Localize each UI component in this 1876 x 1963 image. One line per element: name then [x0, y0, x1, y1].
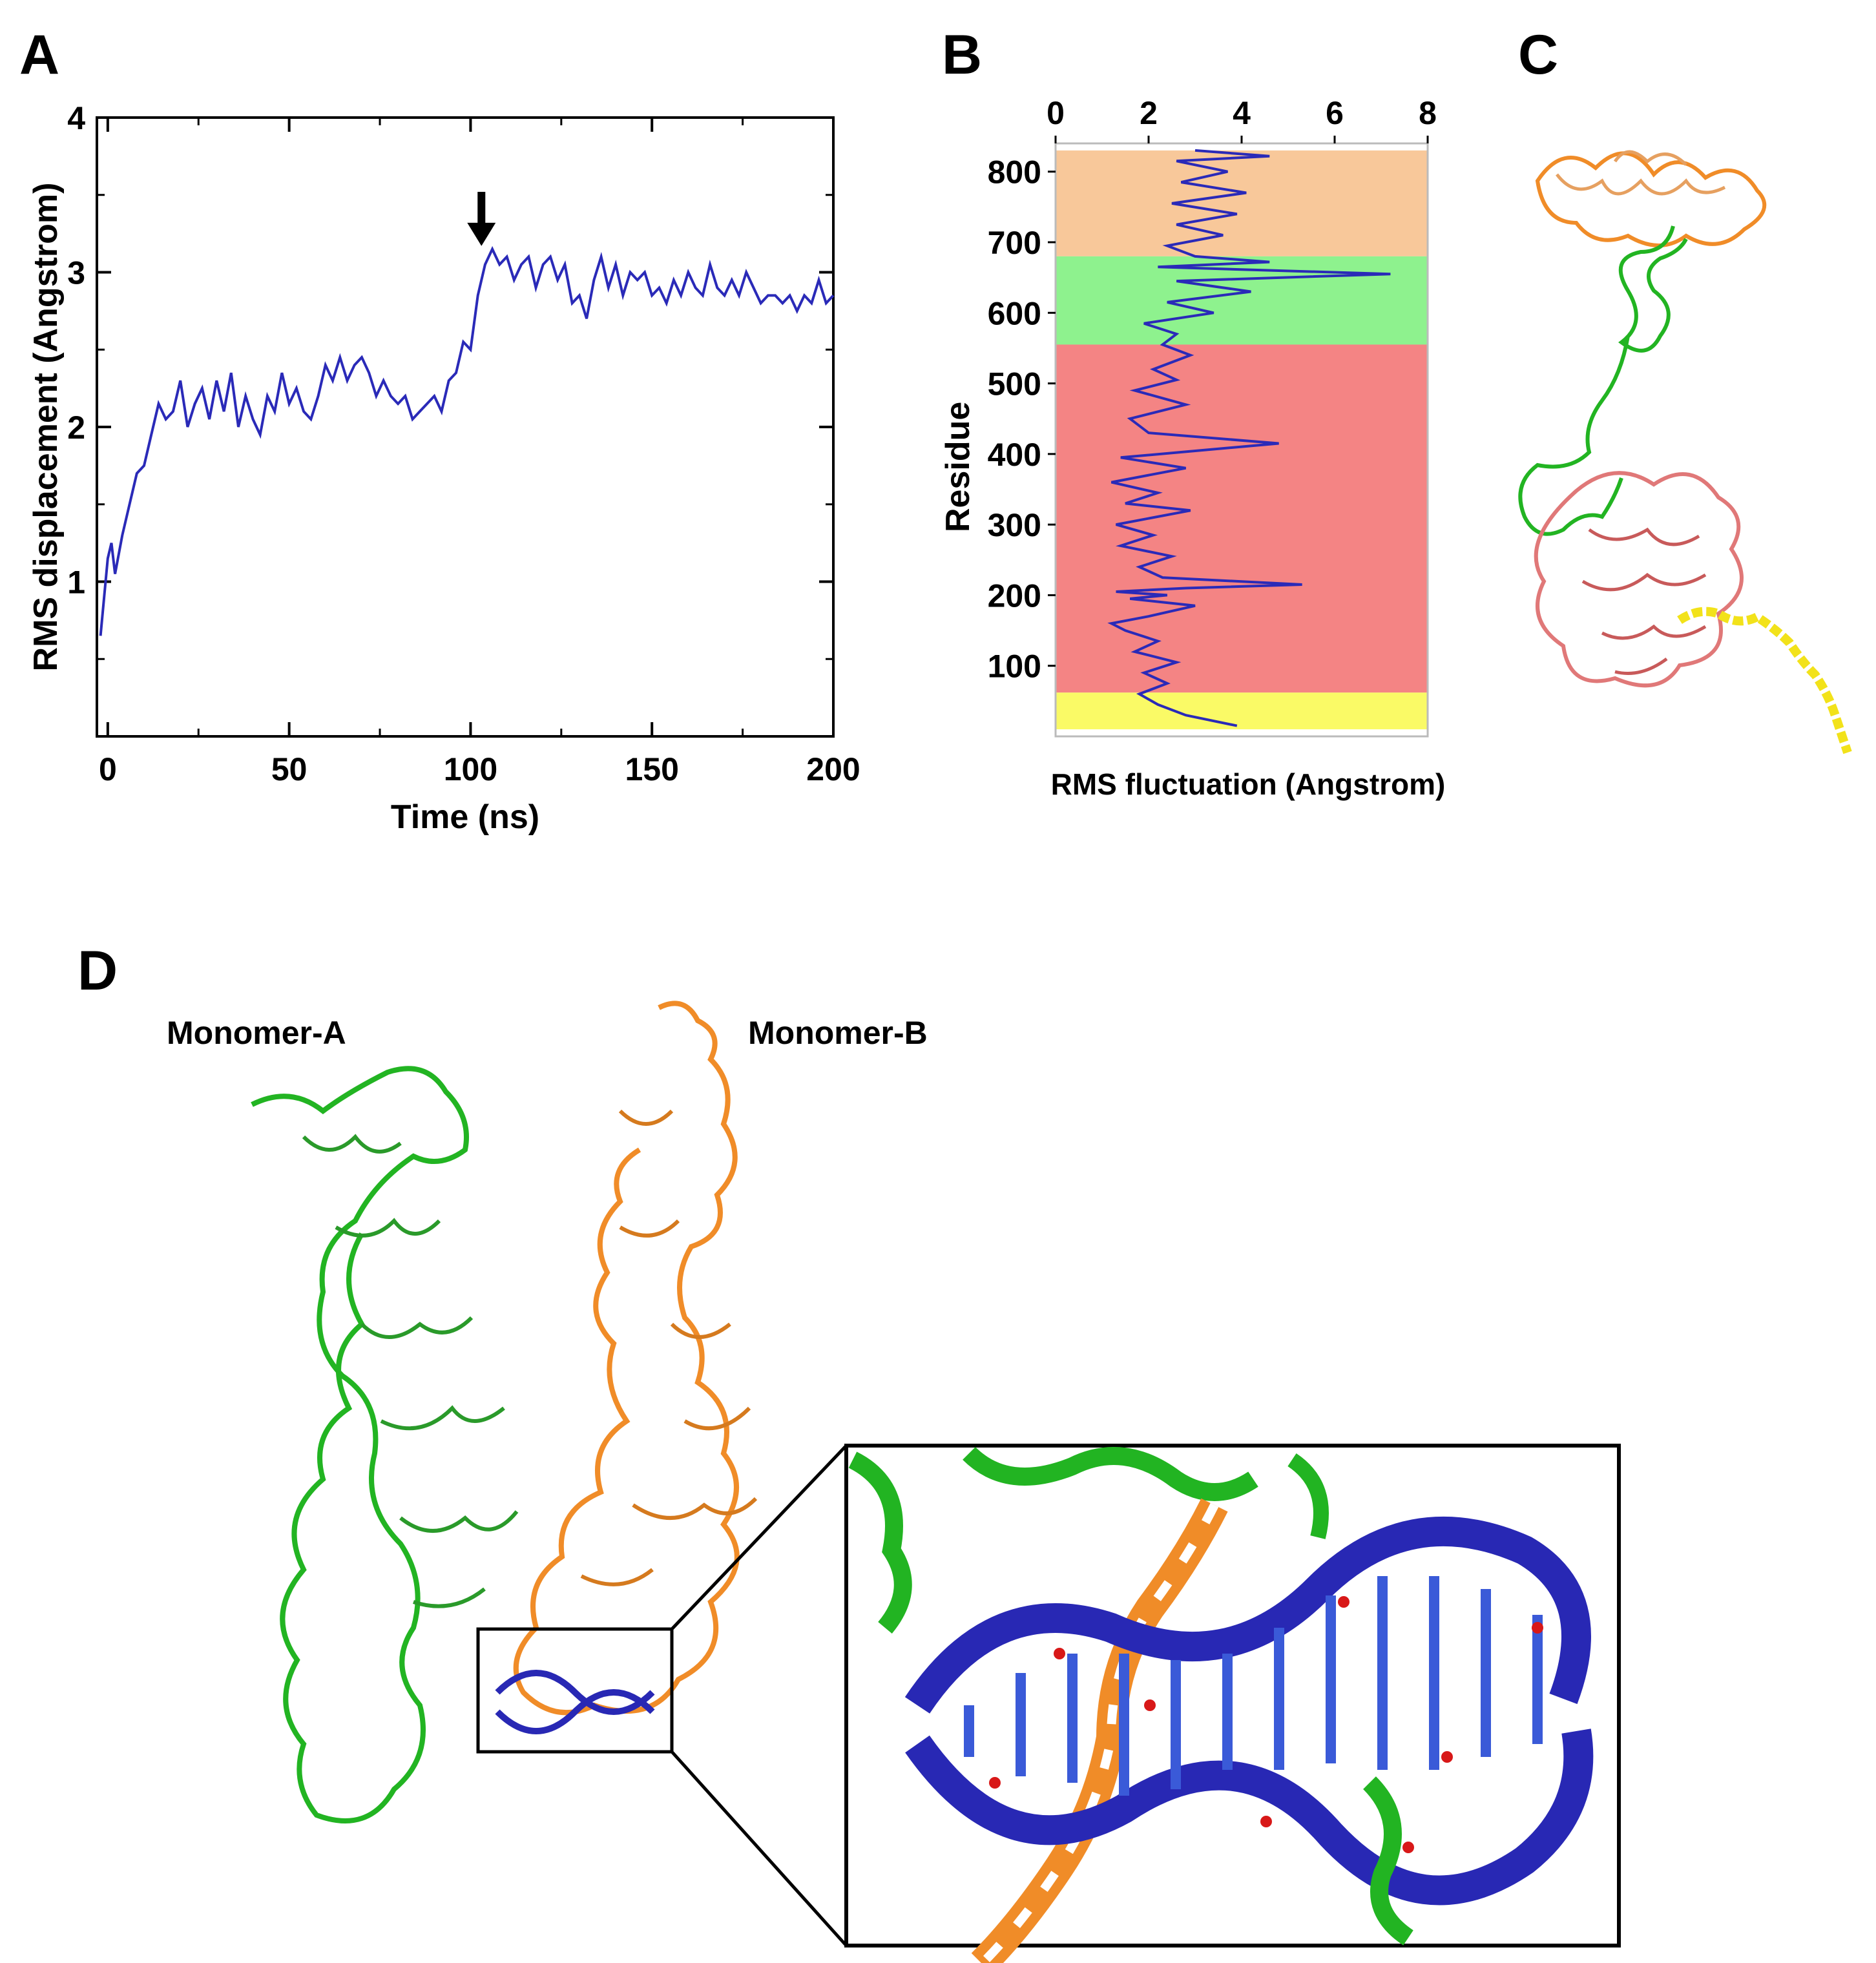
b-y-axis-title: Residue: [939, 402, 977, 532]
panel-label-b: B: [942, 24, 983, 86]
monomer-b-label: Monomer-B: [748, 1015, 928, 1051]
a-y-axis-title: RMS displacement (Angstrom): [27, 183, 65, 672]
c-orange-domain-inner: [1556, 150, 1726, 196]
b-y-tick-label: 100: [988, 649, 1041, 685]
b-x-axis-title: RMS fluctuation (Angstrom): [1051, 767, 1446, 801]
a-y-tick-label: 4: [67, 100, 85, 136]
a-x-axis-title: Time (ns): [391, 798, 539, 836]
d-zoom-inset-content: [848, 1446, 1594, 1963]
d-orange-monomer-inner: [580, 1109, 758, 1586]
panel-label-d: D: [78, 940, 118, 1002]
b-x-tick-label: 6: [1326, 95, 1344, 131]
d-zoom-box-small: [476, 1627, 674, 1754]
c-yellow-helix: [1677, 607, 1852, 754]
b-y-tick-label: 800: [988, 154, 1041, 191]
panel-b-chart: 0 2 4 6 8 100 200 300 400 500 600 700 800 RMS fluctua…: [939, 95, 1445, 801]
c-red-domain-inner: [1581, 527, 1707, 675]
a-x-tick-label: 100: [444, 751, 497, 787]
a-y-tick-label: 1: [67, 565, 85, 601]
panel-d-structure: [251, 1001, 1621, 1963]
panel-c-structure: [1518, 150, 1852, 754]
b-domain-band: [1056, 150, 1428, 256]
b-y-tick-label: 300: [988, 507, 1041, 543]
panel-label-c: C: [1518, 24, 1559, 86]
d-green-monomer: [251, 1066, 469, 1823]
b-y-tick-label: 200: [988, 577, 1041, 614]
a-series-line: [99, 245, 835, 636]
b-y-tick-label: 600: [988, 295, 1041, 331]
b-domain-band: [1056, 692, 1428, 730]
b-y-tick-label: 400: [988, 437, 1041, 473]
d-orange-monomer: [513, 1001, 740, 1716]
a-x-tick-label: 150: [625, 751, 678, 787]
a-x-tick-label: 50: [271, 751, 307, 787]
d-green-monomer-inner: [302, 1134, 519, 1608]
b-series-line: [1107, 149, 1391, 727]
d-small-dna: [495, 1670, 655, 1734]
b-x-tick-label: 0: [1047, 95, 1065, 131]
a-x-tick-label: 0: [99, 751, 117, 787]
d-zoom-line-top: [671, 1444, 848, 1630]
b-x-tick-label: 8: [1419, 95, 1437, 131]
b-x-tick-label: 4: [1233, 95, 1251, 131]
panel-a-chart: 0 50 100 150 200 1 2 3 4 Time (ns) RMS displacemen…: [27, 100, 860, 836]
a-y-tick-label: 3: [67, 255, 85, 291]
panel-label-a: A: [19, 24, 60, 86]
b-domain-band: [1056, 256, 1428, 345]
b-y-tick-label: 500: [988, 366, 1041, 402]
c-green-domain: [1518, 225, 1688, 536]
monomer-a-label: Monomer-A: [167, 1015, 346, 1051]
b-x-tick-label: 2: [1140, 95, 1158, 131]
c-red-domain: [1534, 471, 1744, 688]
b-y-tick-label: 700: [988, 225, 1041, 261]
a-plot-frame: [96, 116, 835, 738]
a-arrow-head: [467, 222, 496, 246]
c-orange-domain: [1535, 151, 1767, 247]
d-zoom-line-bottom: [671, 1750, 848, 1947]
b-domain-band: [1056, 344, 1428, 693]
a-y-tick-label: 2: [67, 410, 85, 446]
a-x-tick-label: 200: [806, 751, 860, 787]
